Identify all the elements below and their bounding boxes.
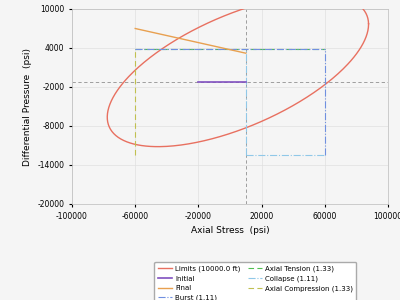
Legend: Limits (10000.0 ft), Initial, Final, Burst (1.11), Axial Tension (1.33), Collaps: Limits (10000.0 ft), Initial, Final, Bur… — [154, 262, 356, 300]
Y-axis label: Differential Pressure  (psi): Differential Pressure (psi) — [23, 47, 32, 166]
X-axis label: Axial Stress  (psi): Axial Stress (psi) — [191, 226, 269, 235]
